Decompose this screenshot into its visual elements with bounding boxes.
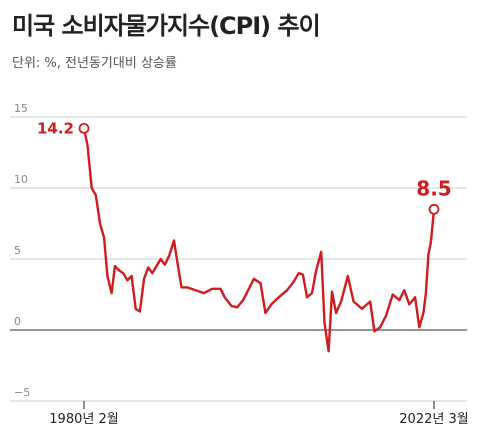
y-tick-label: 5	[14, 244, 21, 257]
end-value-label: 8.5	[416, 176, 451, 200]
start-point-marker	[78, 122, 90, 134]
end-point-marker	[428, 203, 440, 215]
y-tick-label: −5	[14, 386, 30, 399]
y-tick-label: 15	[14, 102, 28, 115]
x-tick-label: 1980년 2월	[49, 412, 118, 427]
chart-title: 미국 소비자물가지수(CPI) 추이	[12, 12, 321, 40]
y-tick-label: 10	[14, 173, 28, 186]
x-tick-label: 2022년 3월	[399, 412, 468, 427]
y-tick-label: 0	[14, 315, 21, 328]
start-value-label: 14.2	[37, 119, 74, 137]
chart-subtitle: 단위: %, 전년동기대비 상승률	[12, 56, 177, 71]
cpi-series-line	[82, 127, 436, 353]
